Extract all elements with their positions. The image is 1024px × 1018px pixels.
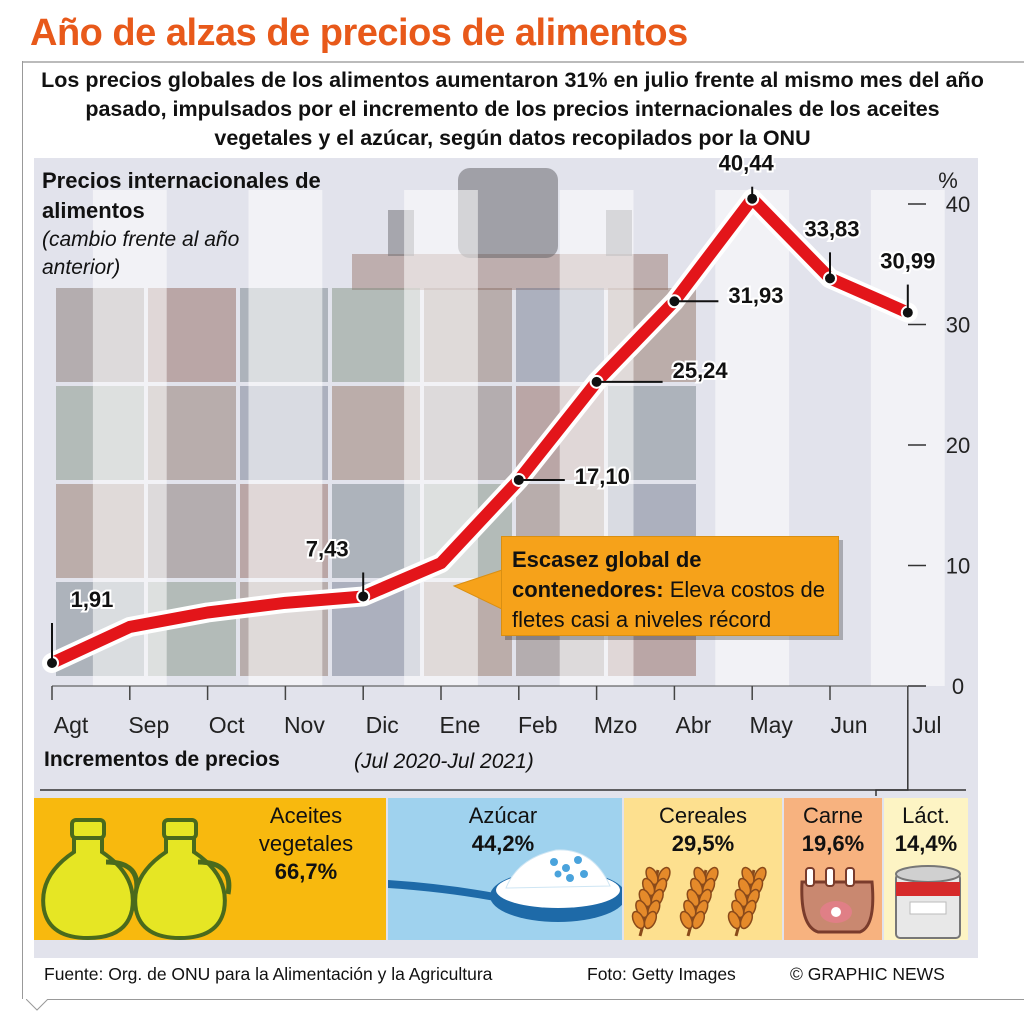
oil-bottle-icon xyxy=(41,818,232,940)
x-tick-label: Jul xyxy=(912,712,941,738)
series-line xyxy=(42,188,918,673)
oil-bottle-body xyxy=(41,834,135,940)
data-label: 7,43 xyxy=(306,536,349,561)
data-label: 31,93 xyxy=(728,283,783,308)
card-lacteos-name: Láct. xyxy=(902,803,950,828)
card-aceites: Aceites vegetales 66,7% xyxy=(34,798,386,940)
ship-funnel xyxy=(458,168,558,258)
card-lacteos: Láct. 14,4% xyxy=(884,798,968,940)
photo-credit: Foto: Getty Images xyxy=(587,964,736,984)
callout-bold: Escasez global de contenedores: xyxy=(512,547,702,602)
chart-subtitle: (cambio frente al año anterior) xyxy=(42,228,240,279)
meat-icon xyxy=(800,867,875,934)
x-tick-label: May xyxy=(749,712,793,738)
increments-range: (Jul 2020-Jul 2021) xyxy=(354,750,534,773)
oil-bottle-cap xyxy=(162,818,198,840)
card-cereales-value: 29,5% xyxy=(671,831,735,856)
data-label: 30,99 xyxy=(880,249,935,274)
subtitle: Los precios globales de los alimentos au… xyxy=(41,68,984,150)
month-column xyxy=(870,190,945,686)
x-tick-label: Sep xyxy=(128,712,169,738)
y-axis: 0 10 20 30 40% xyxy=(908,168,970,699)
frame-bottom xyxy=(44,999,1024,1000)
jul-leader xyxy=(875,700,909,796)
frame-left xyxy=(22,61,23,999)
callout-text: Eleva costos de fletes casi a niveles ré… xyxy=(512,577,826,632)
data-label: 17,10 xyxy=(575,464,630,489)
data-label: 40,44 xyxy=(719,151,775,176)
card-aceites-value: 66,7% xyxy=(274,859,338,884)
y-tick-label: 30 xyxy=(946,313,970,338)
source-note: Fuente: Org. de ONU para la Alimentación… xyxy=(44,964,493,984)
wheat-icon xyxy=(631,866,767,937)
card-aceites-name1: Aceites xyxy=(269,803,343,828)
card-azucar-name: Azúcar xyxy=(468,803,538,828)
data-labels: 1,91 7,43 17,10 25,24 31,93 40,44 33,83 30,99 xyxy=(45,149,937,670)
x-tick-label: Feb xyxy=(518,712,558,738)
x-tick-label: Ene xyxy=(440,712,481,738)
card-carne-value: 19,6% xyxy=(801,831,865,856)
page-title: Año de alzas de precios de alimentos xyxy=(30,12,688,54)
card-azucar: Azúcar 44,2% xyxy=(388,798,622,940)
frame-notch xyxy=(26,999,48,1011)
y-tick-label: 20 xyxy=(946,433,970,458)
x-tick-label: Dic xyxy=(366,712,399,738)
series-line-path xyxy=(46,192,914,669)
wheat-grain xyxy=(679,910,694,930)
oil-bottle-cap xyxy=(70,818,106,840)
card-cereales-name: Cereales xyxy=(658,803,748,828)
milk-can-icon xyxy=(895,865,961,939)
increments-title: Incrementos de precios xyxy=(44,748,280,771)
increments-cards: Aceites vegetales 66,7% Azúcar 44,2% Cer… xyxy=(34,798,968,940)
card-azucar-value: 44,2% xyxy=(471,831,535,856)
x-tick-label: Mzo xyxy=(594,712,637,738)
title-rule xyxy=(22,61,1024,63)
y-tick-label: 0 xyxy=(952,674,964,699)
x-tick-label: Agt xyxy=(54,712,89,738)
agency-credit: © GRAPHIC NEWS xyxy=(790,964,945,984)
wheat-grain xyxy=(643,910,658,930)
y-tick-label: 40 xyxy=(946,192,970,217)
month-column xyxy=(404,190,478,686)
month-column xyxy=(92,190,167,686)
y-tick-label: 10 xyxy=(946,554,970,579)
card-lacteos-value: 14,4% xyxy=(894,831,958,856)
oil-bottle-body xyxy=(133,834,227,940)
x-tick-label: Abr xyxy=(676,712,712,738)
data-label: 25,24 xyxy=(673,358,729,383)
sugar-spoon-icon xyxy=(388,849,622,922)
x-tick-label: Oct xyxy=(209,712,245,738)
wheat-grain xyxy=(631,910,646,930)
card-carne-name: Carne xyxy=(803,803,863,828)
y-unit-label: % xyxy=(938,168,958,193)
wheat-grain xyxy=(727,910,742,930)
data-label: 1,91 xyxy=(71,587,114,612)
oil-bottle-handle xyxy=(197,859,232,895)
wheat-grain xyxy=(691,910,706,930)
x-axis: Agt Sep Oct Nov Dic Ene Feb Mzo Abr May Jun Jul xyxy=(40,685,966,796)
card-carne: Carne 19,6% xyxy=(784,798,882,940)
callout-box: Escasez global de contenedores: Eleva co… xyxy=(501,536,839,636)
chart-title: Precios internacionales de alimentos xyxy=(42,168,321,223)
data-label: 33,83 xyxy=(804,216,859,241)
x-tick-label: Jun xyxy=(830,712,867,738)
x-tick-label: Nov xyxy=(284,712,325,738)
card-cereales: Cereales 29,5% xyxy=(624,798,782,940)
card-aceites-name2: vegetales xyxy=(258,831,354,856)
wheat-grain xyxy=(739,910,754,930)
